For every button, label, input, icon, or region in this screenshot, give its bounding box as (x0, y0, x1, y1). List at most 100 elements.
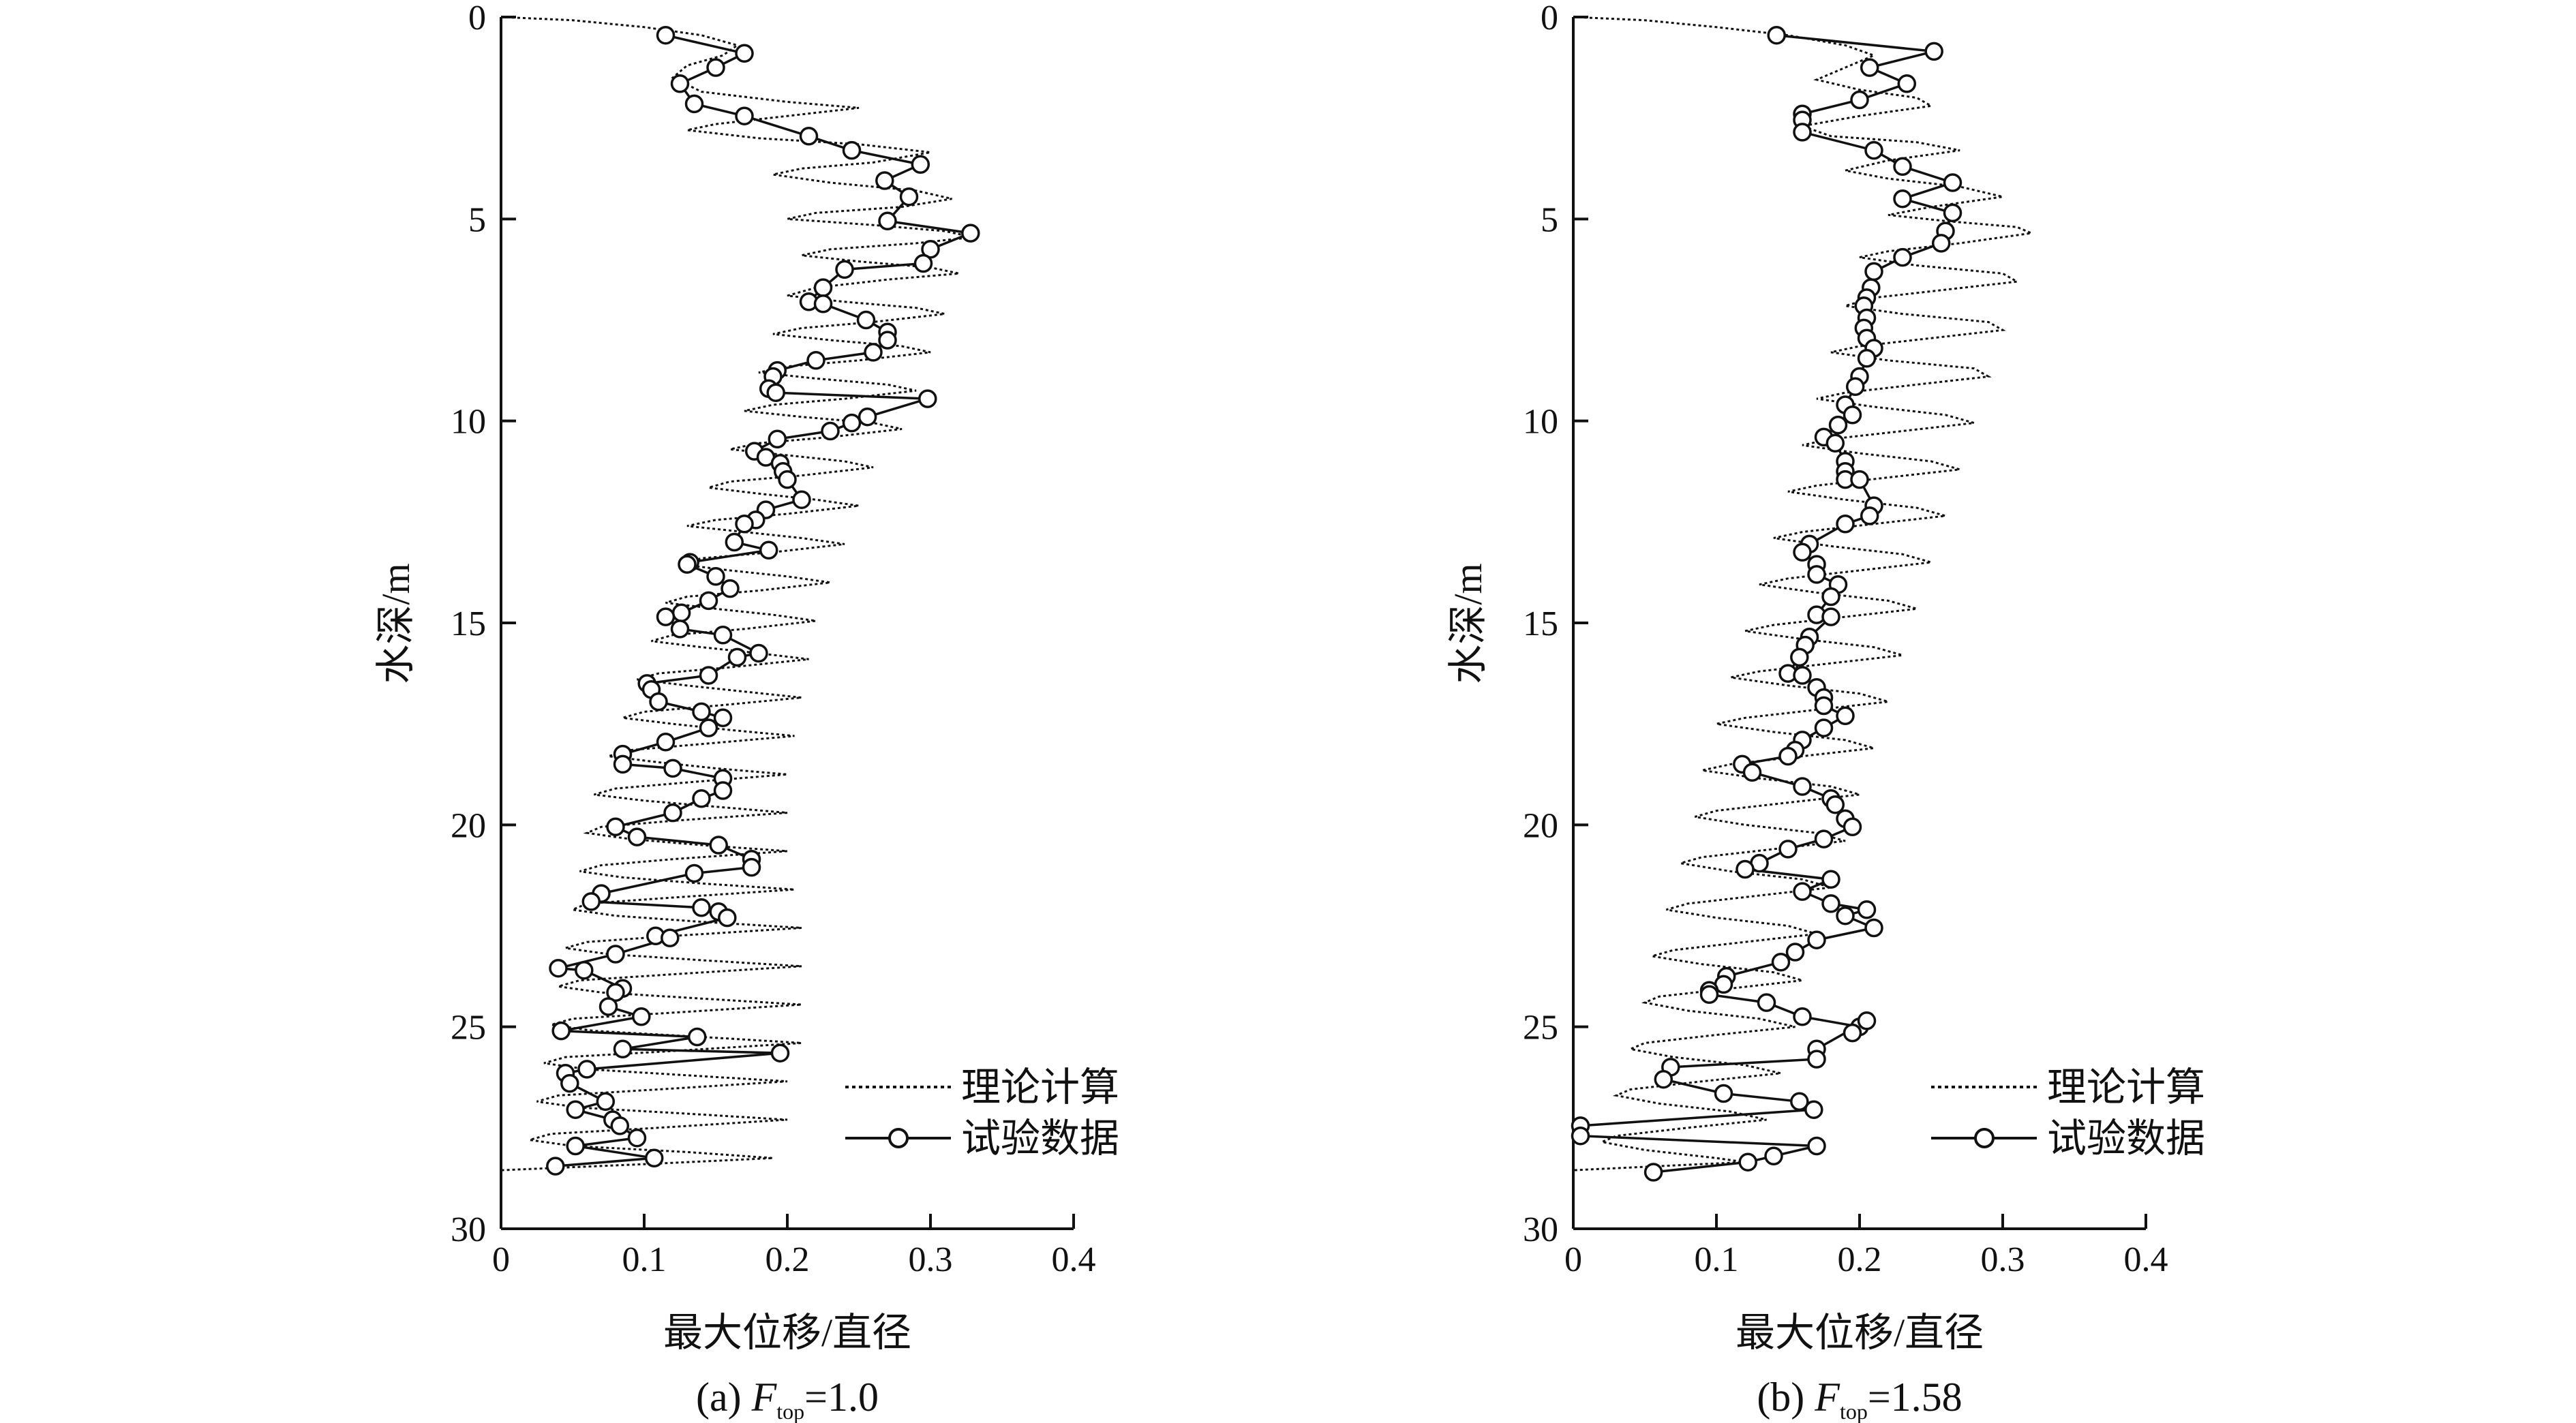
experiment-point (692, 789, 711, 808)
x-tick-label: 0 (492, 1240, 510, 1279)
experiment-point (1742, 763, 1762, 782)
legend-a: 理论计算 试验数据 (845, 1065, 1119, 1161)
experiment-point (1864, 918, 1883, 938)
experiment-point (913, 254, 933, 273)
y-tick-label: 10 (1523, 403, 1558, 442)
experiment-point (1771, 953, 1791, 972)
x-tick-label: 0.3 (909, 1240, 953, 1279)
experiment-point (699, 591, 718, 611)
caption-a-var: F (751, 1375, 778, 1420)
experiment-point (727, 647, 747, 667)
x-tick-label: 0.2 (1838, 1240, 1882, 1279)
experiment-point (1807, 565, 1826, 584)
caption-b-var: F (1814, 1375, 1840, 1420)
ticks-a: 0 0.1 0.2 0.3 0.4 0 5 10 15 20 25 30 (451, 0, 1096, 1279)
x-tick-label: 0.4 (1052, 1240, 1096, 1279)
experiment-point (878, 331, 897, 350)
legend-b-exp-label: 试验数据 (2047, 1116, 2205, 1161)
experiment-point (766, 383, 785, 402)
legend-a-exp-label: 试验数据 (961, 1116, 1119, 1161)
experiment-point (549, 958, 568, 978)
legend-b-theory-label: 理论计算 (2047, 1065, 2205, 1110)
experiment-point (735, 106, 754, 125)
experiment-point (864, 343, 883, 362)
experiment-point (742, 857, 761, 877)
experiment-point (709, 836, 728, 855)
y-tick-label: 20 (451, 806, 486, 845)
experiment-point (1943, 173, 1963, 192)
experiment-point (1857, 349, 1877, 368)
caption-b-prefix: (b) (1757, 1375, 1815, 1420)
experiment-point (1850, 90, 1869, 110)
experiment-point (1893, 157, 1912, 177)
experiment-point (1825, 795, 1845, 814)
experiment-point (566, 1100, 585, 1119)
experiment-point (961, 224, 980, 243)
experiment-point (1793, 123, 1812, 142)
experiment-point (566, 1136, 585, 1156)
experiment-point (560, 1073, 579, 1093)
experiment-point (670, 74, 690, 93)
experiment-point (1821, 587, 1840, 607)
caption-b-sub: top (1840, 1399, 1868, 1423)
experiment-point (1804, 1100, 1823, 1119)
experiment-point (699, 666, 718, 685)
experiment-point (1864, 262, 1883, 281)
experiment-point (1793, 882, 1812, 901)
experiment-point (613, 754, 633, 774)
experiment-point (692, 898, 711, 917)
experiment-point (670, 619, 690, 639)
y-tick-label: 15 (451, 605, 486, 643)
experiment-point (749, 643, 768, 663)
legend-a-exp-marker (888, 1128, 909, 1148)
y-tick-label: 20 (1523, 806, 1558, 845)
experiment-point (858, 407, 877, 427)
ticks-b: 0 0.1 0.2 0.3 0.4 0 5 10 15 20 25 30 (1523, 0, 2168, 1279)
experiment-point (606, 945, 625, 964)
experiment-point (875, 171, 894, 190)
series-theory-b (1573, 16, 2035, 1172)
experiment-point (813, 294, 833, 313)
experiment-point (1843, 817, 1862, 837)
experiment-point (821, 421, 840, 441)
x-tick-label: 0 (1564, 1240, 1582, 1279)
x-tick-label: 0.1 (1695, 1240, 1739, 1279)
experiment-point (713, 781, 733, 800)
experiment-point (627, 1128, 647, 1148)
experiment-point (644, 1148, 664, 1168)
experiment-point (1736, 859, 1755, 879)
y-axis-label-a: 水深/m (374, 563, 418, 684)
y-tick-label: 25 (451, 1009, 486, 1047)
experiment-point (768, 429, 787, 449)
experiment-point (671, 603, 691, 622)
panel-b: 0 0.1 0.2 0.3 0.4 0 5 10 15 20 25 30 最大位移/直径 水深/m (… (1446, 0, 2205, 1423)
experiment-point (1793, 777, 1812, 796)
experiment-point (1943, 203, 1963, 223)
experiment-point (770, 1043, 790, 1062)
caption-b-value: =1.58 (1868, 1375, 1963, 1420)
experiment-point (735, 515, 754, 534)
experiment-point (1821, 894, 1840, 913)
experiment-point (606, 817, 625, 837)
axes-a (500, 17, 1074, 1230)
experiment-point (1790, 1092, 1809, 1112)
experiment-point (1654, 1069, 1673, 1089)
experiment-point (1643, 1163, 1663, 1182)
experiment-point (663, 759, 682, 778)
experiment-point (878, 211, 897, 231)
experiment-point (1814, 718, 1834, 737)
experiment-point (678, 555, 697, 574)
experiment-point (792, 490, 811, 509)
experiment-point (1814, 696, 1834, 716)
experiment-point (1893, 189, 1912, 209)
experiment-point (1843, 1023, 1862, 1043)
caption-a-sub: top (776, 1399, 804, 1423)
experiment-point (918, 389, 937, 408)
experiment-point (1821, 870, 1840, 889)
theory-curve (500, 16, 974, 1172)
experiment-point (1793, 542, 1812, 562)
experiment-point (684, 863, 704, 883)
x-axis-label-a: 最大位移/直径 (663, 1311, 911, 1355)
caption-a-prefix: (a) (696, 1375, 752, 1420)
experiment-point (706, 567, 725, 586)
